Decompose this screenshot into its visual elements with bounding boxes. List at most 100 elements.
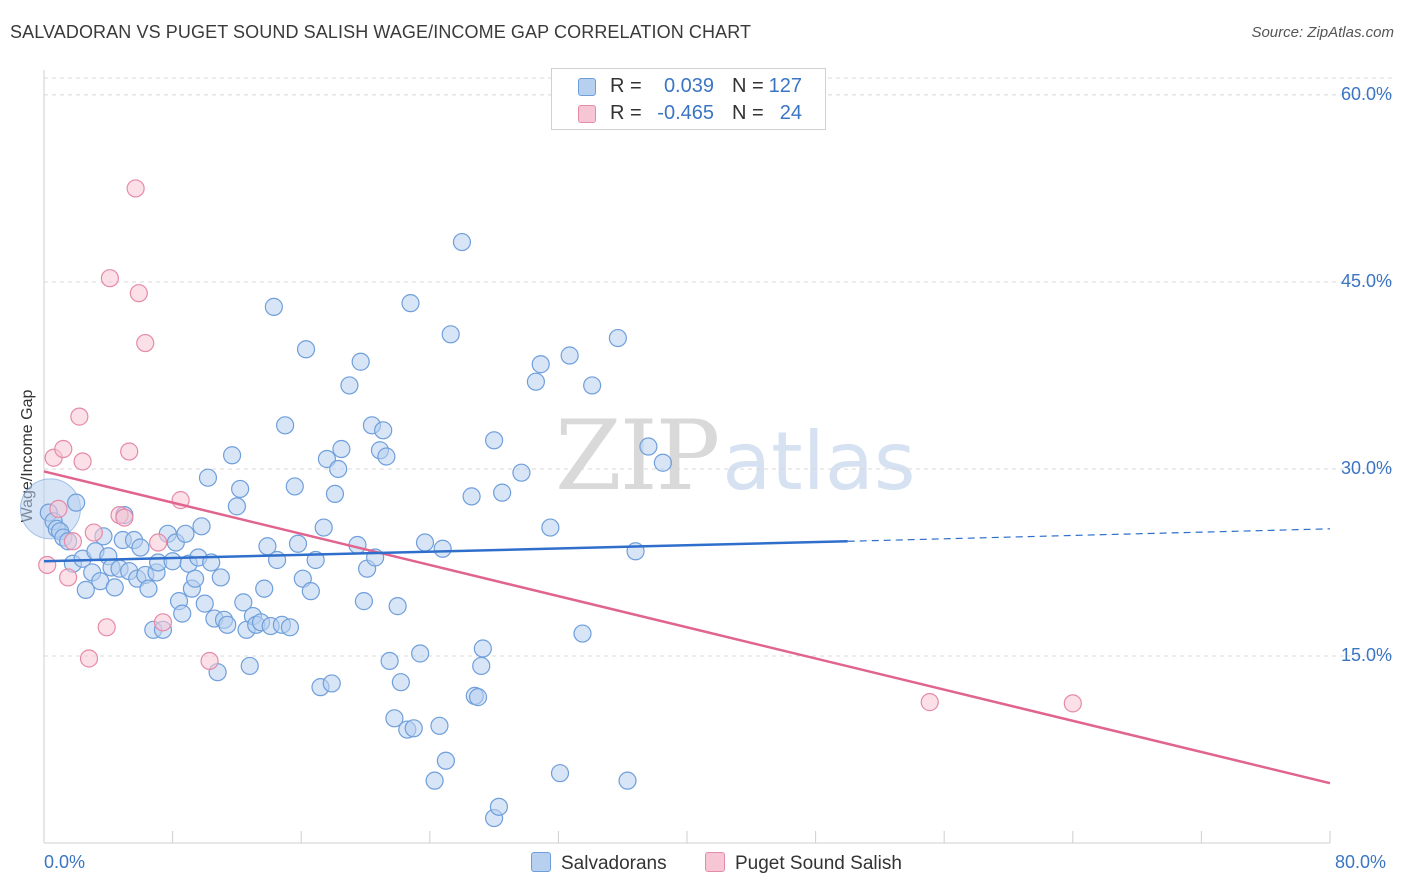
scatter-point-salvadorans — [322, 674, 341, 693]
scatter-point-salvadorans — [105, 578, 124, 597]
scatter-point-salvadorans — [560, 346, 579, 365]
scatter-point-puget-sound-salish — [63, 532, 83, 551]
scatter-point-salvadorans — [264, 297, 283, 316]
scatter-point-salvadorans — [541, 518, 560, 537]
scatter-point-salvadorans — [430, 716, 449, 735]
y-tick-label: 60.0% — [1340, 83, 1392, 104]
scatter-point-puget-sound-salish — [54, 439, 73, 459]
legend-r-value: 0.039 — [663, 75, 714, 97]
scatter-point-salvadorans — [176, 524, 195, 543]
y-tick-label: 15.0% — [1340, 644, 1392, 665]
scatter-point-salvadorans — [340, 376, 359, 395]
scatter-point-salvadorans — [493, 483, 512, 502]
legend-n-label: N = — [732, 75, 764, 97]
scatter-point-salvadorans — [240, 656, 259, 676]
scatter-point-puget-sound-salish — [129, 284, 148, 303]
legend-item-puget-sound-salish: Puget Sound Salish — [705, 852, 902, 875]
scatter-point-puget-sound-salish — [120, 442, 139, 461]
scatter-point-salvadorans — [296, 340, 316, 359]
scatter-point-salvadorans — [391, 673, 410, 692]
y-tick-label: 30.0% — [1340, 457, 1392, 478]
scatter-point-salvadorans — [198, 468, 218, 487]
scatter-point-puget-sound-salish — [70, 407, 89, 426]
scatter-point-salvadorans — [139, 579, 158, 598]
legend-label-salvadorans: Salvadorans — [561, 853, 667, 874]
scatter-point-salvadorans — [285, 477, 304, 496]
scatter-point-salvadorans — [329, 459, 348, 479]
scatter-point-salvadorans — [276, 416, 295, 435]
scatter-point-salvadorans — [415, 533, 435, 552]
trend-line-salvadorans — [43, 540, 848, 563]
scatter-point-salvadorans — [351, 352, 370, 371]
scatter-point-salvadorans — [473, 639, 492, 658]
scatter-point-salvadorans — [583, 376, 602, 395]
scatter-point-salvadorans — [472, 656, 491, 676]
series-salvadorans — [19, 232, 672, 828]
scatter-point-puget-sound-salish — [97, 618, 116, 637]
scatter-point-salvadorans — [385, 709, 404, 728]
scatter-point-salvadorans — [608, 328, 627, 348]
scatter-point-puget-sound-salish — [153, 613, 173, 632]
scatter-point-salvadorans — [314, 518, 333, 537]
scatter-point-salvadorans — [639, 437, 658, 456]
legend-row-puget-sound-salish: R = -0.465 N = 24 — [552, 102, 825, 126]
scatter-point-salvadorans — [374, 421, 393, 440]
zipatlas-watermark: ZIPatlas — [555, 400, 916, 512]
scatter-point-puget-sound-salish — [100, 269, 120, 288]
scatter-point-salvadorans — [452, 232, 472, 252]
scatter-point-salvadorans — [325, 484, 345, 504]
legend-r-label: R = — [610, 75, 642, 97]
scatter-point-salvadorans — [425, 771, 444, 790]
scatter-point-salvadorans — [227, 497, 246, 516]
scatter-point-salvadorans — [550, 764, 570, 783]
watermark-atlas: atlas — [722, 415, 916, 508]
watermark-zip: ZIP — [555, 400, 720, 512]
scatter-point-salvadorans — [163, 552, 182, 571]
scatter-point-puget-sound-salish — [73, 452, 92, 471]
scatter-point-puget-sound-salish — [149, 533, 168, 552]
legend-r-value: -0.465 — [657, 102, 714, 124]
scatter-point-salvadorans — [388, 597, 407, 616]
scatter-point-salvadorans — [301, 582, 320, 601]
legend-swatch-pink — [705, 852, 725, 872]
scatter-point-puget-sound-salish — [200, 651, 219, 671]
scatter-point-salvadorans — [404, 719, 423, 738]
y-tick-label: 45.0% — [1340, 270, 1392, 291]
scatter-point-salvadorans — [195, 594, 214, 613]
scatter-point-salvadorans — [231, 479, 250, 499]
scatter-point-salvadorans — [218, 615, 237, 634]
scatter-point-salvadorans — [267, 550, 287, 570]
scatter-point-salvadorans — [489, 797, 509, 816]
legend-row-salvadorans: R = 0.039 N = 127 — [552, 75, 825, 99]
scatter-point-salvadorans — [485, 431, 504, 450]
scatter-point-salvadorans — [76, 580, 95, 600]
scatter-point-puget-sound-salish — [49, 499, 68, 518]
scatter-point-salvadorans — [288, 534, 308, 553]
source-label: Source: ZipAtlas.com — [1251, 24, 1394, 41]
scatter-point-puget-sound-salish — [920, 693, 939, 712]
scatter-point-puget-sound-salish — [115, 508, 134, 527]
scatter-point-puget-sound-salish — [84, 523, 103, 542]
legend-swatch-pink — [578, 105, 596, 123]
scatter-point-salvadorans — [526, 372, 545, 391]
series-puget-sound-salish — [38, 179, 1082, 713]
legend-r-label: R = — [610, 102, 642, 124]
scatter-point-puget-sound-salish — [1063, 694, 1082, 713]
scatter-point-salvadorans — [222, 446, 242, 465]
scatter-point-puget-sound-salish — [79, 649, 99, 668]
scatter-point-salvadorans — [211, 568, 230, 587]
scatter-point-puget-sound-salish — [59, 568, 78, 587]
scatter-point-salvadorans — [186, 569, 205, 588]
scatter-point-salvadorans — [433, 539, 452, 558]
scatter-point-salvadorans — [67, 493, 86, 512]
scatter-point-salvadorans — [192, 517, 211, 536]
trend-line-puget-sound-salish — [43, 470, 1331, 785]
scatter-point-puget-sound-salish — [38, 555, 57, 575]
chart-title: SALVADORAN VS PUGET SOUND SALISH WAGE/IN… — [10, 22, 752, 42]
axes — [43, 70, 1331, 844]
scatter-point-puget-sound-salish — [126, 179, 145, 198]
grid-lines — [44, 77, 1394, 657]
legend-label-puget-sound-salish: Puget Sound Salish — [735, 853, 902, 874]
scatter-point-salvadorans — [531, 355, 550, 374]
